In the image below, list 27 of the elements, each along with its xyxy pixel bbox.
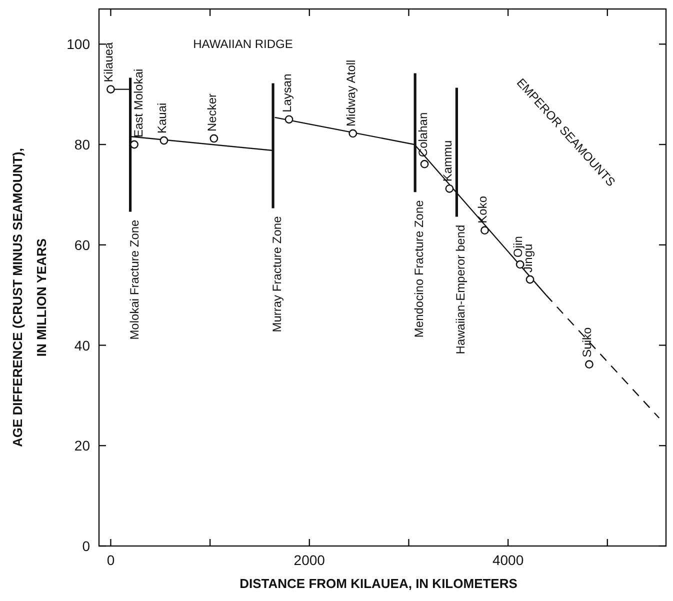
annotation: Koko: [476, 196, 490, 224]
y-tick-label: 80: [74, 136, 90, 153]
annotation: Suiko: [580, 326, 594, 358]
y-tick-label: 60: [74, 236, 90, 253]
y-axis-title: AGE DIFFERENCE (CRUST MINUS SEAMOUNT), IN MILLION YEARS: [10, 148, 49, 447]
annotation: Colahan: [416, 112, 430, 158]
x-tick-label: 4000: [492, 552, 524, 568]
x-tick-label: 2000: [294, 552, 326, 568]
annotation: Laysan: [280, 74, 294, 112]
y-tick-label: 20: [74, 438, 90, 454]
annotation: HAWAIIAN RIDGE: [193, 37, 293, 51]
x-tick-label: 0: [106, 552, 115, 568]
annotation: Hawaiian-Emperor bend: [454, 224, 468, 354]
annotation: Kauai: [154, 102, 169, 134]
annotation: Kammu: [440, 140, 454, 182]
y-tick-label: 40: [74, 337, 90, 354]
y-tick-label: 100: [66, 36, 90, 52]
annotation: Ojin: [511, 236, 526, 258]
y-tick-label: 0: [82, 538, 90, 554]
annotation: Necker: [204, 93, 219, 132]
annotation: Mendocino Fracture Zone: [412, 200, 426, 338]
annotation: Kilauea: [102, 42, 116, 82]
x-axis-title: DISTANCE FROM KILAUEA, IN KILOMETERS: [240, 576, 518, 591]
annotation: Murray Fracture Zone: [270, 216, 284, 332]
annotation: Midway Atoll: [344, 60, 358, 126]
annotation: Molokai Fracture Zone: [127, 219, 142, 340]
annotation: East Molokai: [131, 68, 146, 138]
